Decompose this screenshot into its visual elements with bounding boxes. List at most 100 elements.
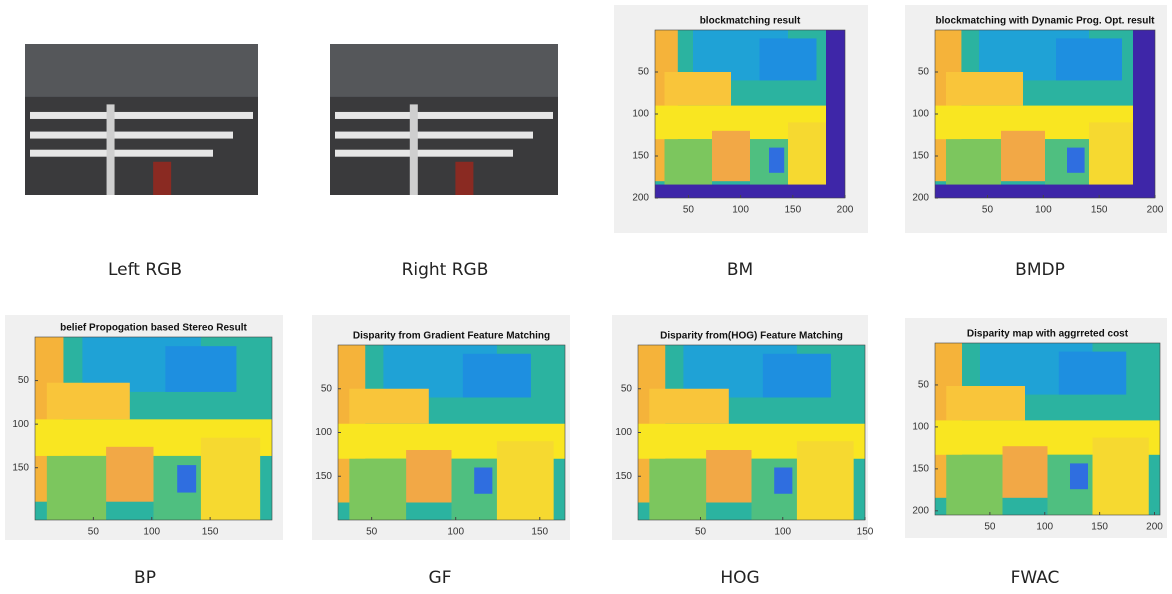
y-tick-label: 200 — [632, 193, 649, 204]
x-tick-label: 100 — [143, 527, 160, 538]
y-tick-label: 100 — [912, 109, 929, 120]
plot-title: Disparity map with aggrreted cost — [967, 329, 1129, 340]
tank — [455, 162, 473, 195]
caption: FWAC — [1011, 568, 1060, 588]
figure: Left RGB Right RGB BM blockmatching result 5… — [0, 0, 1172, 594]
disparity-region — [463, 354, 531, 398]
x-tick-label: 100 — [732, 205, 749, 216]
plot-title: Disparity from(HOG) Feature Matching — [660, 331, 843, 342]
disparity-region — [712, 131, 750, 181]
disparity-region — [935, 185, 1155, 198]
x-tick-label: 150 — [1091, 522, 1108, 533]
caption: BM — [727, 260, 753, 280]
y-tick-label: 50 — [918, 67, 930, 78]
disparity-region — [649, 459, 706, 520]
disparity-region — [1056, 38, 1122, 80]
plot-title: blockmatching with Dynamic Prog. Opt. re… — [936, 16, 1156, 27]
y-tick-label: 150 — [632, 151, 649, 162]
y-tick-label: 100 — [12, 419, 29, 430]
x-tick-label: 50 — [88, 527, 100, 538]
x-tick-label: 150 — [784, 205, 801, 216]
x-tick-label: 150 — [857, 527, 874, 538]
disparity-region — [774, 468, 792, 494]
caption: Left RGB — [108, 260, 182, 280]
y-tick-label: 50 — [321, 383, 333, 394]
plot-title: Disparity from Gradient Feature Matching — [353, 331, 550, 342]
x-tick-label: 150 — [531, 527, 548, 538]
disparity-region — [946, 386, 1025, 420]
x-tick-label: 200 — [1146, 522, 1163, 533]
disparity-region — [1070, 463, 1088, 489]
disparity-region — [946, 455, 1002, 515]
pipe — [410, 104, 418, 195]
y-tick-label: 100 — [632, 109, 649, 120]
pipe — [335, 112, 553, 119]
caption: HOG — [720, 568, 759, 588]
disparity-region — [946, 72, 1023, 106]
x-tick-label: 50 — [683, 205, 695, 216]
pipe — [335, 132, 533, 139]
caption: BP — [134, 568, 156, 588]
disparity-region — [769, 148, 784, 173]
disparity-region — [406, 450, 451, 503]
y-tick-label: 150 — [912, 151, 929, 162]
disparity-region — [1001, 131, 1045, 181]
disparity-region — [47, 456, 106, 520]
disparity-region — [349, 389, 428, 424]
photo-ceiling — [330, 44, 558, 97]
disparity-region — [349, 459, 406, 520]
disparity-region — [1003, 446, 1048, 498]
y-tick-label: 150 — [912, 463, 929, 474]
x-tick-label: 50 — [366, 527, 378, 538]
y-tick-label: 50 — [18, 375, 30, 386]
x-tick-label: 50 — [982, 205, 994, 216]
y-tick-label: 150 — [12, 462, 29, 473]
y-tick-label: 150 — [315, 471, 332, 482]
y-tick-label: 50 — [621, 383, 633, 394]
x-tick-label: 100 — [1035, 205, 1052, 216]
x-tick-label: 50 — [984, 522, 996, 533]
pipe — [30, 150, 213, 157]
photo-ceiling — [25, 44, 258, 97]
caption: BMDP — [1015, 260, 1065, 280]
x-tick-label: 200 — [837, 205, 854, 216]
disparity-region — [201, 438, 260, 520]
caption: GF — [429, 568, 452, 588]
disparity-region — [706, 450, 751, 503]
disparity-region — [649, 389, 728, 424]
disparity-region — [655, 185, 845, 198]
x-tick-label: 150 — [202, 527, 219, 538]
disparity-region — [497, 441, 554, 520]
disparity-region — [826, 30, 845, 198]
y-tick-label: 150 — [615, 471, 632, 482]
x-tick-label: 50 — [695, 527, 707, 538]
pipe — [107, 104, 115, 195]
disparity-region — [760, 38, 817, 80]
x-tick-label: 100 — [447, 527, 464, 538]
disparity-region — [797, 441, 854, 520]
tank — [153, 162, 171, 195]
x-tick-label: 100 — [774, 527, 791, 538]
x-tick-label: 100 — [1036, 522, 1053, 533]
y-tick-label: 100 — [315, 427, 332, 438]
y-tick-label: 50 — [918, 380, 930, 391]
x-tick-label: 200 — [1147, 205, 1164, 216]
y-tick-label: 200 — [912, 505, 929, 516]
caption: Right RGB — [402, 260, 489, 280]
pipe — [335, 150, 513, 157]
y-tick-label: 50 — [638, 67, 650, 78]
disparity-region — [763, 354, 831, 398]
pipe — [30, 112, 253, 119]
disparity-region — [177, 465, 196, 492]
x-tick-label: 150 — [1091, 205, 1108, 216]
y-tick-label: 100 — [912, 422, 929, 433]
plot-title: blockmatching result — [700, 16, 801, 27]
y-tick-label: 100 — [615, 427, 632, 438]
disparity-region — [474, 468, 492, 494]
pipe — [30, 132, 233, 139]
disparity-region — [165, 346, 236, 392]
disparity-region — [1067, 148, 1085, 173]
disparity-region — [1093, 438, 1149, 515]
disparity-region — [1133, 30, 1155, 198]
y-tick-label: 200 — [912, 193, 929, 204]
